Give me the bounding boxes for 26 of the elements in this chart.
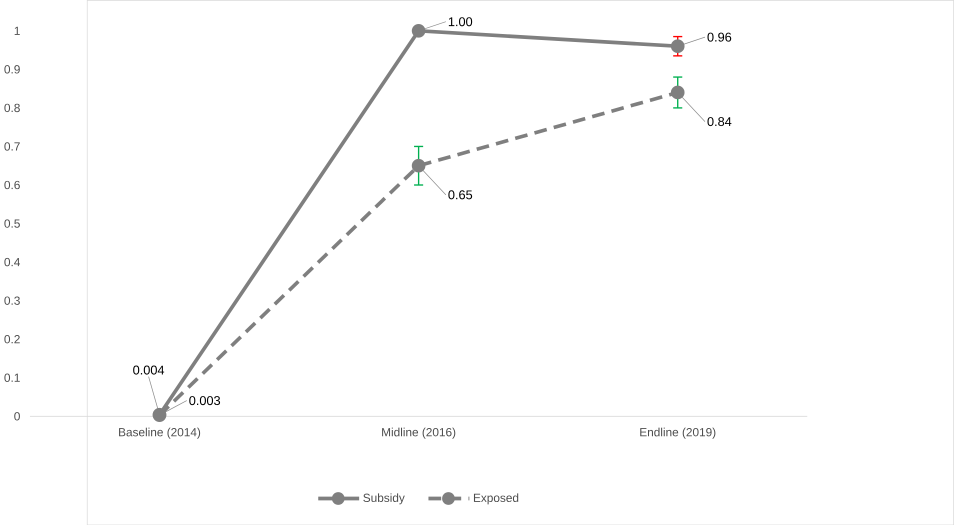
point [670, 86, 685, 100]
y-tick-label: 0.2 [4, 334, 20, 344]
legend-label: Exposed [474, 493, 518, 504]
y-tick-label: 0.9 [4, 65, 20, 74]
data-label: 0.003 [189, 396, 220, 405]
point [670, 39, 685, 53]
y-tick-label: 0.1 [4, 373, 20, 382]
y-tick-label: 1 [14, 26, 20, 35]
y-tick-label: 0.8 [4, 104, 20, 112]
y-tick-label: 0.6 [4, 180, 20, 190]
x-tick-label: Baseline (2014) [119, 428, 200, 439]
legend-label: Subsidy [363, 493, 405, 504]
data-label: 0.84 [707, 116, 732, 126]
data-label: 0.004 [133, 365, 164, 374]
y-tick-label: 0.5 [4, 219, 20, 228]
point [412, 24, 426, 38]
data-label: 0.65 [448, 190, 472, 200]
point [412, 158, 426, 172]
x-tick-label: Midline (2016) [382, 428, 456, 439]
y-tick-label: 0.4 [4, 258, 20, 266]
data-label: 0.96 [707, 32, 732, 42]
data-label: 1.00 [448, 17, 472, 26]
y-tick-label: 0.7 [4, 142, 20, 150]
y-tick-label: 0.3 [4, 296, 20, 305]
y-tick-label: 0 [14, 412, 20, 420]
x-tick-label: Endline (2019) [640, 428, 716, 439]
